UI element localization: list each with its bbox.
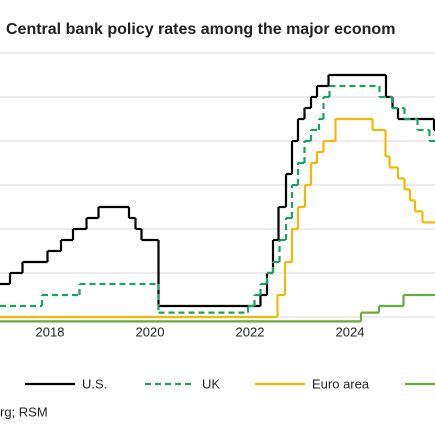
x-tick-label: 2020 (136, 324, 165, 339)
x-tick-label: 2022 (236, 324, 265, 339)
chart-title: Central bank policy rates among the majo… (6, 21, 395, 38)
legend-label: U.S. (82, 376, 107, 391)
source: rg; RSM (0, 404, 48, 419)
legend-label: UK (202, 376, 220, 391)
x-tick-label: 2018 (36, 324, 65, 339)
legend-label: Euro area (312, 376, 370, 391)
x-tick-label: 2024 (336, 324, 365, 339)
